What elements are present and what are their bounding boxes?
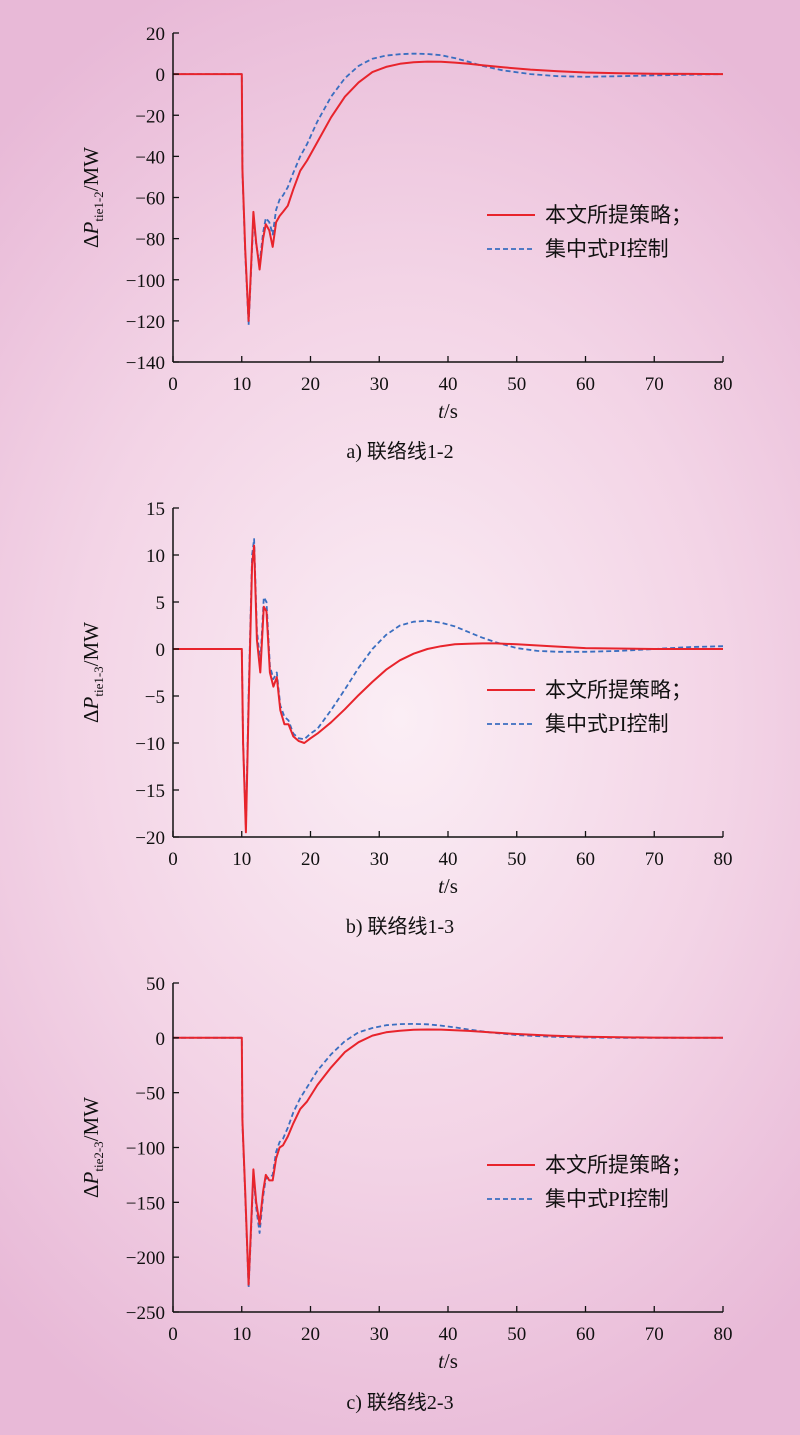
x-tick-label: 50 [507, 1324, 526, 1345]
chart-panel-3: 0 10 20 30 40 50 60 70 80 50 0 −50 −100 −150 −200 −250 t… [79, 974, 733, 1414]
y-axis-title: ΔPtie2-3/MW [79, 1097, 106, 1198]
series-line-pi [173, 538, 723, 829]
x-axis-title: t/s [438, 874, 458, 898]
x-tick-label: 50 [507, 374, 526, 395]
y-tick-label: 0 [156, 1029, 166, 1050]
x-tick-label: 60 [576, 849, 595, 870]
x-tick-label: 0 [168, 1324, 178, 1345]
y-tick-label: −40 [135, 147, 165, 168]
x-tick-label: 70 [645, 374, 664, 395]
y-tick-label: −80 [135, 230, 165, 251]
y-tick-label: −100 [126, 271, 165, 292]
panel-caption: c) 联络线2-3 [346, 1391, 453, 1414]
legend-label-pi: 集中式PI控制 [545, 237, 669, 261]
legend-label-proposed: 本文所提策略； [545, 678, 692, 702]
y-tick-label: −20 [135, 828, 165, 849]
x-axis-title: t/s [438, 399, 458, 423]
chart-panel-2: 0 10 20 30 40 50 60 70 80151050−5−10−15−20t/sΔPt… [79, 499, 733, 938]
chart-panel-1: 0 10 20 30 40 50 60 70 80 20 0 −20 −40 −60 −80 −100 −120… [79, 24, 733, 463]
x-tick-label: 40 [439, 374, 458, 395]
y-tick-label: −120 [126, 312, 165, 333]
y-tick-label: 0 [156, 640, 166, 661]
y-axis-title: ΔPtie1-3/MW [79, 622, 106, 723]
y-tick-label: 10 [146, 546, 165, 567]
x-tick-label: 40 [439, 849, 458, 870]
x-tick-label: 20 [301, 374, 320, 395]
x-tick-label: 10 [232, 849, 251, 870]
y-tick-label: −20 [135, 106, 165, 127]
legend: 本文所提策略； 集中式PI控制 [487, 678, 692, 736]
x-tick-label: 30 [370, 849, 389, 870]
y-tick-label: 50 [146, 974, 165, 995]
x-tick-label: 70 [645, 1324, 664, 1345]
x-tick-label: 60 [576, 374, 595, 395]
y-tick-label: −140 [126, 353, 165, 374]
x-axis-title: t/s [438, 1349, 458, 1373]
y-tick-label: −150 [126, 1193, 165, 1214]
y-tick-label: −50 [135, 1084, 165, 1105]
y-tick-label: −15 [135, 781, 165, 802]
x-tick-label: 30 [370, 374, 389, 395]
legend: 本文所提策略； 集中式PI控制 [487, 203, 692, 261]
x-tick-label: 10 [232, 374, 251, 395]
legend-label-pi: 集中式PI控制 [545, 1187, 669, 1211]
x-tick-label: 80 [714, 374, 733, 395]
x-tick-label: 0 [168, 374, 178, 395]
x-tick-label: 20 [301, 849, 320, 870]
series-line-proposed [173, 60, 723, 322]
legend-label-proposed: 本文所提策略； [545, 1153, 692, 1177]
x-tick-label: 80 [714, 1324, 733, 1345]
x-tick-label: 0 [168, 849, 178, 870]
x-tick-label: 30 [370, 1324, 389, 1345]
series-line-pi [173, 52, 723, 326]
legend-label-pi: 集中式PI控制 [545, 712, 669, 736]
y-tick-label: −100 [126, 1139, 165, 1160]
x-tick-label: 50 [507, 849, 526, 870]
y-tick-label: −250 [126, 1303, 165, 1324]
x-tick-label: 20 [301, 1324, 320, 1345]
x-tick-label: 80 [714, 849, 733, 870]
series-line-proposed [173, 544, 723, 834]
x-tick-label: 60 [576, 1324, 595, 1345]
legend: 本文所提策略； 集中式PI控制 [487, 1153, 692, 1211]
y-tick-label: 0 [156, 65, 166, 86]
x-tick-label: 10 [232, 1324, 251, 1345]
y-tick-label: −5 [145, 687, 165, 708]
y-tick-label: 5 [156, 593, 166, 614]
y-tick-label: 15 [146, 499, 165, 520]
x-tick-label: 40 [439, 1324, 458, 1345]
series-line-proposed [173, 1028, 723, 1286]
legend-label-proposed: 本文所提策略； [545, 203, 692, 227]
y-tick-label: −60 [135, 189, 165, 210]
y-tick-label: −10 [135, 734, 165, 755]
panel-caption: b) 联络线1-3 [346, 915, 454, 938]
y-tick-label: −200 [126, 1248, 165, 1269]
panel-caption: a) 联络线1-2 [346, 440, 453, 463]
y-tick-label: 20 [146, 24, 165, 45]
x-tick-label: 70 [645, 849, 664, 870]
y-axis-title: ΔPtie1-2/MW [79, 147, 106, 248]
